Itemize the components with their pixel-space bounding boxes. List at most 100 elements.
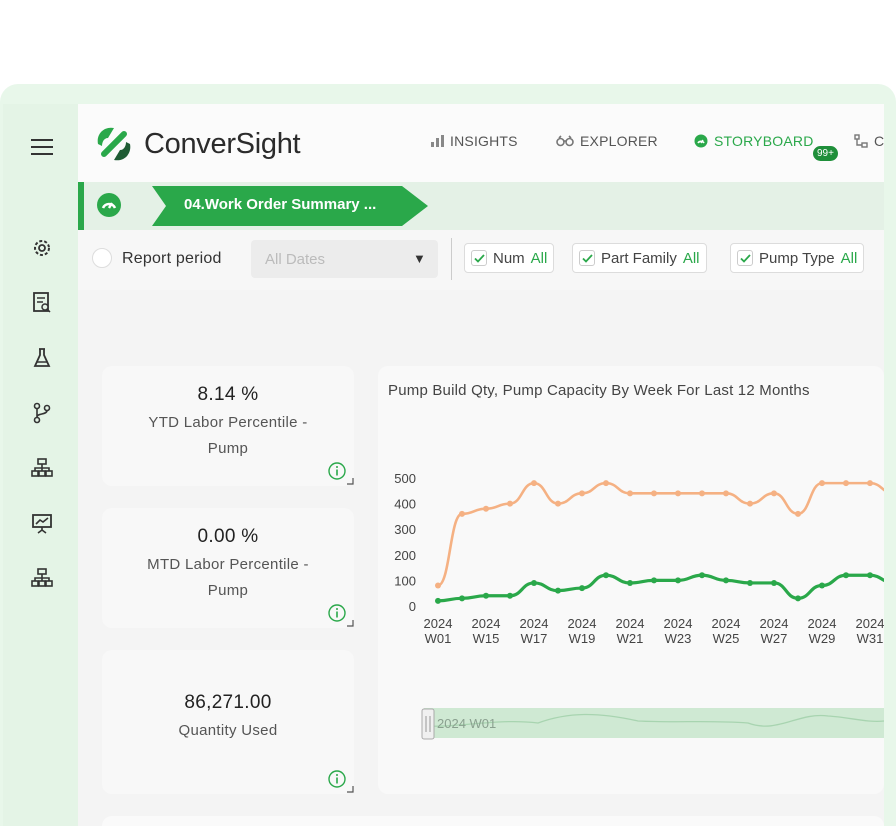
y-tick-label: 100	[394, 573, 416, 588]
data-point[interactable]	[531, 579, 537, 586]
data-point[interactable]	[507, 500, 513, 507]
filter-chip-num[interactable]: Num All	[464, 243, 555, 273]
data-point[interactable]	[771, 579, 777, 586]
y-tick-label: 400	[394, 497, 416, 512]
y-tick-label: 300	[394, 522, 416, 537]
x-tick-label: W15	[473, 631, 500, 646]
menu-icon[interactable]	[29, 134, 55, 160]
sidebar	[3, 104, 78, 826]
x-tick-label: W25	[713, 631, 740, 646]
storyboard-gauge-icon[interactable]	[96, 192, 122, 218]
hierarchy-icon[interactable]	[29, 455, 55, 481]
data-point[interactable]	[771, 490, 777, 497]
data-point[interactable]	[795, 510, 801, 517]
data-point[interactable]	[459, 510, 465, 517]
report-period-label: Report period	[122, 250, 222, 267]
kpi-value: 0.00 %	[197, 526, 259, 547]
kpi-card-ytd: 8.14 % YTD Labor Percentile - Pump	[102, 366, 354, 486]
nav-insights[interactable]: INSIGHTS	[430, 133, 518, 149]
conversight-logo-icon	[97, 127, 131, 161]
data-point[interactable]	[483, 505, 489, 512]
x-tick-label: 2024	[520, 616, 549, 631]
data-point[interactable]	[723, 577, 729, 584]
nav-insights-label: INSIGHTS	[450, 133, 518, 149]
data-point[interactable]	[867, 572, 873, 579]
zoom-slider-handle[interactable]	[421, 708, 435, 740]
data-point[interactable]	[627, 490, 633, 497]
data-point[interactable]	[483, 592, 489, 599]
data-point[interactable]	[579, 490, 585, 497]
data-point[interactable]	[603, 480, 609, 487]
x-tick-label: W19	[569, 631, 596, 646]
presentation-icon[interactable]	[29, 510, 55, 536]
data-point[interactable]	[867, 480, 873, 487]
data-point[interactable]	[603, 572, 609, 579]
data-point[interactable]	[651, 577, 657, 584]
breadcrumb-label[interactable]: 04.Work Order Summary ...	[184, 196, 377, 213]
gear-icon[interactable]	[29, 235, 55, 261]
x-tick-label: 2024	[712, 616, 741, 631]
data-point[interactable]	[843, 572, 849, 579]
x-tick-label: 2024	[472, 616, 501, 631]
data-point[interactable]	[843, 480, 849, 487]
x-tick-label: W29	[809, 631, 836, 646]
data-point[interactable]	[699, 572, 705, 579]
zoom-slider-track[interactable]	[424, 708, 884, 738]
zoom-slider-label: 2024 W01	[437, 716, 496, 731]
info-icon[interactable]	[328, 604, 346, 622]
resize-handle-icon[interactable]	[347, 786, 354, 793]
filter-bar: Report period All Dates ▼ Num All Part F…	[78, 230, 884, 290]
filter-chip-part-family[interactable]: Part Family All	[572, 243, 707, 273]
next-card	[102, 816, 884, 826]
branch-icon[interactable]	[29, 400, 55, 426]
data-point[interactable]	[435, 582, 441, 589]
data-point[interactable]	[627, 579, 633, 586]
x-tick-label: 2024	[568, 616, 597, 631]
resize-handle-icon[interactable]	[347, 620, 354, 627]
series-line[interactable]	[437, 481, 884, 587]
data-point[interactable]	[555, 500, 561, 507]
data-point[interactable]	[651, 490, 657, 497]
data-point[interactable]	[747, 579, 753, 586]
bar-chart-icon	[431, 135, 444, 147]
resize-handle-icon[interactable]	[347, 478, 354, 485]
info-icon[interactable]	[328, 770, 346, 788]
data-point[interactable]	[555, 587, 561, 594]
report-period-radio[interactable]	[92, 248, 112, 268]
nav-storyboard[interactable]: STORYBOARD	[694, 133, 814, 149]
flask-icon[interactable]	[29, 345, 55, 371]
check-icon	[737, 250, 753, 266]
data-point[interactable]	[723, 490, 729, 497]
data-point[interactable]	[579, 585, 585, 592]
data-point[interactable]	[531, 480, 537, 487]
nav-explorer[interactable]: EXPLORER	[556, 133, 658, 149]
filter-chip-value: All	[530, 249, 548, 267]
series-line[interactable]	[437, 573, 884, 603]
y-tick-label: 500	[394, 471, 416, 486]
report-search-icon[interactable]	[29, 290, 55, 316]
filter-chip-pump-type[interactable]: Pump Type All	[730, 243, 865, 273]
breadcrumb-arrow-shape[interactable]	[152, 186, 428, 226]
data-point[interactable]	[435, 597, 441, 604]
data-point[interactable]	[699, 490, 705, 497]
hierarchy-icon[interactable]	[29, 565, 55, 591]
main-area: ConverSight INSIGHTS EXPLORER STORYBOARD…	[78, 104, 884, 826]
data-point[interactable]	[675, 490, 681, 497]
org-chart-icon	[854, 134, 868, 148]
info-icon[interactable]	[328, 462, 346, 480]
x-tick-label: W01	[425, 631, 452, 646]
data-point[interactable]	[459, 595, 465, 602]
kpi-label: Quantity Used	[178, 722, 278, 739]
gauge-icon	[694, 134, 708, 148]
data-point[interactable]	[675, 577, 681, 584]
data-point[interactable]	[819, 582, 825, 589]
date-range-select[interactable]: All Dates ▼	[251, 240, 438, 278]
logo[interactable]: ConverSight	[94, 124, 301, 164]
data-point[interactable]	[795, 595, 801, 602]
data-point[interactable]	[507, 592, 513, 599]
data-point[interactable]	[819, 480, 825, 487]
nav-more[interactable]: C	[854, 133, 884, 149]
notification-badge: 99+	[813, 146, 838, 161]
data-point[interactable]	[747, 500, 753, 507]
